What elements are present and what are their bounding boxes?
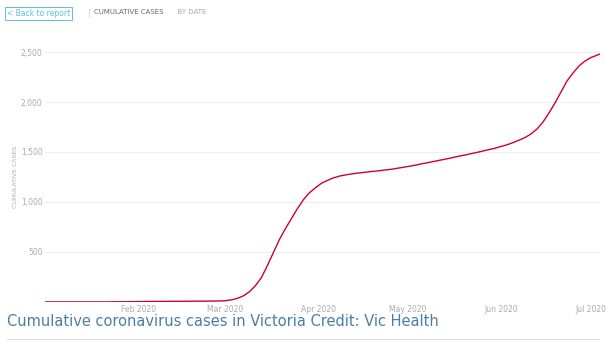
Text: BY DATE: BY DATE — [173, 9, 206, 15]
Text: Cumulative coronavirus cases in Victoria Credit: Vic Health: Cumulative coronavirus cases in Victoria… — [7, 314, 439, 329]
Text: CUMULATIVE CASES: CUMULATIVE CASES — [94, 9, 164, 15]
Text: |: | — [88, 9, 91, 18]
Y-axis label: CUMULATIVE CASES: CUMULATIVE CASES — [13, 146, 18, 208]
Text: < Back to report: < Back to report — [7, 9, 70, 18]
